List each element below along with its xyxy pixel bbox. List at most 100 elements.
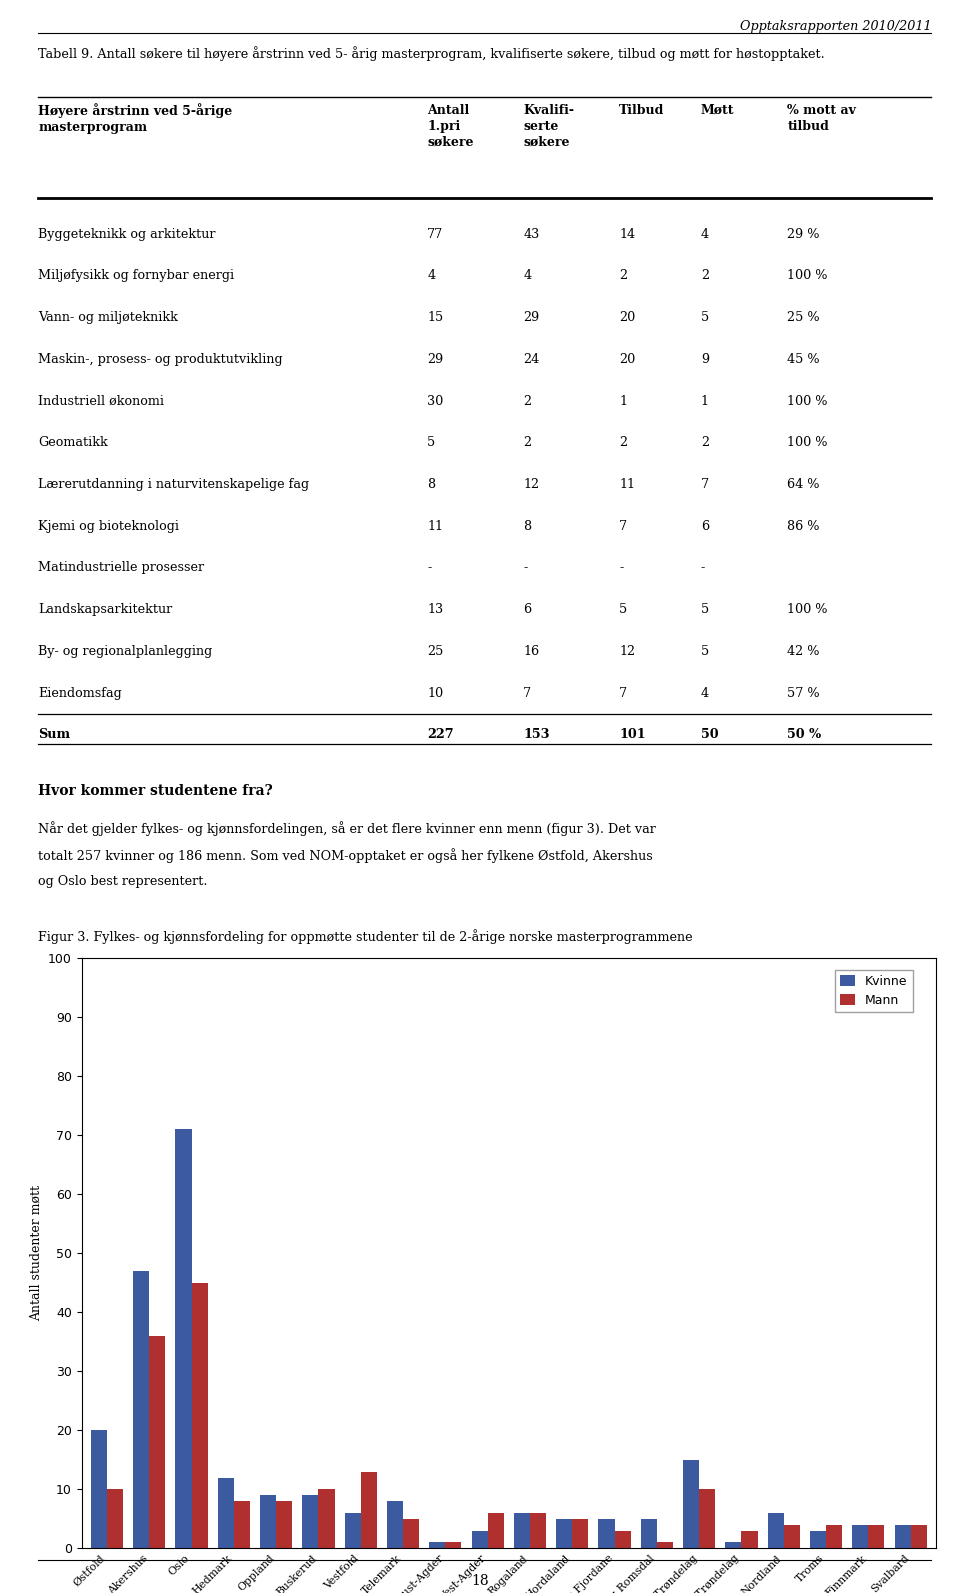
Bar bbox=[192, 1282, 207, 1548]
Text: 2: 2 bbox=[619, 436, 627, 449]
Bar bbox=[768, 1513, 783, 1548]
Bar bbox=[319, 1489, 334, 1548]
Text: 15: 15 bbox=[427, 311, 444, 323]
Text: % mott av
tilbud: % mott av tilbud bbox=[787, 104, 856, 132]
Bar bbox=[826, 1525, 842, 1548]
Text: 24: 24 bbox=[523, 352, 540, 366]
Text: 30: 30 bbox=[427, 395, 444, 408]
Text: 20: 20 bbox=[619, 352, 636, 366]
Text: Eiendomsfag: Eiendomsfag bbox=[38, 687, 122, 699]
Text: Hvor kommer studentene fra?: Hvor kommer studentene fra? bbox=[38, 784, 274, 798]
Text: 7: 7 bbox=[523, 687, 531, 699]
Text: 2: 2 bbox=[523, 436, 531, 449]
Text: Geomatikk: Geomatikk bbox=[38, 436, 108, 449]
Bar bbox=[572, 1518, 588, 1548]
Text: Vann- og miljøteknikk: Vann- og miljøteknikk bbox=[38, 311, 179, 323]
Text: Når det gjelder fylkes- og kjønnsfordelingen, så er det flere kvinner enn menn (: Når det gjelder fylkes- og kjønnsfordeli… bbox=[38, 820, 657, 836]
Text: 5: 5 bbox=[427, 436, 436, 449]
Text: -: - bbox=[701, 561, 705, 575]
Text: 100 %: 100 % bbox=[787, 436, 828, 449]
Text: 4: 4 bbox=[427, 269, 435, 282]
Text: Kjemi og bioteknologi: Kjemi og bioteknologi bbox=[38, 519, 180, 532]
Text: 14: 14 bbox=[619, 228, 636, 241]
Bar bbox=[471, 1531, 488, 1548]
Bar bbox=[699, 1489, 715, 1548]
Text: By- og regionalplanlegging: By- og regionalplanlegging bbox=[38, 645, 213, 658]
Bar bbox=[387, 1501, 403, 1548]
Text: Byggeteknikk og arkitektur: Byggeteknikk og arkitektur bbox=[38, 228, 216, 241]
Bar bbox=[657, 1542, 673, 1548]
Text: -: - bbox=[619, 561, 623, 575]
Bar bbox=[514, 1513, 530, 1548]
Text: Matindustrielle prosesser: Matindustrielle prosesser bbox=[38, 561, 204, 575]
Bar bbox=[895, 1525, 911, 1548]
Text: 11: 11 bbox=[619, 478, 636, 491]
Text: 10: 10 bbox=[427, 687, 444, 699]
Text: Tilbud: Tilbud bbox=[619, 104, 664, 116]
Bar bbox=[429, 1542, 445, 1548]
Text: 45 %: 45 % bbox=[787, 352, 820, 366]
Text: 5: 5 bbox=[701, 604, 709, 616]
Text: Sum: Sum bbox=[38, 728, 70, 741]
Text: 12: 12 bbox=[619, 645, 636, 658]
Bar bbox=[869, 1525, 884, 1548]
Text: 29: 29 bbox=[523, 311, 540, 323]
Text: Antall
1.pri
søkere: Antall 1.pri søkere bbox=[427, 104, 473, 148]
Text: 29 %: 29 % bbox=[787, 228, 820, 241]
Text: 7: 7 bbox=[619, 687, 627, 699]
Text: 4: 4 bbox=[701, 687, 708, 699]
Legend: Kvinne, Mann: Kvinne, Mann bbox=[835, 970, 913, 1012]
Text: 13: 13 bbox=[427, 604, 444, 616]
Text: 50 %: 50 % bbox=[787, 728, 822, 741]
Bar bbox=[488, 1513, 504, 1548]
Text: 86 %: 86 % bbox=[787, 519, 820, 532]
Text: 2: 2 bbox=[523, 395, 531, 408]
Text: 29: 29 bbox=[427, 352, 444, 366]
Text: Opptaksrapporten 2010/2011: Opptaksrapporten 2010/2011 bbox=[739, 19, 931, 33]
Bar bbox=[614, 1531, 631, 1548]
Text: totalt 257 kvinner og 186 menn. Som ved NOM-opptaket er også her fylkene Østfold: totalt 257 kvinner og 186 menn. Som ved … bbox=[38, 847, 653, 863]
Text: 42 %: 42 % bbox=[787, 645, 820, 658]
Y-axis label: Antall studenter møtt: Antall studenter møtt bbox=[30, 1185, 42, 1321]
Bar bbox=[345, 1513, 361, 1548]
Text: 2: 2 bbox=[701, 269, 708, 282]
Bar bbox=[741, 1531, 757, 1548]
Text: 5: 5 bbox=[701, 645, 709, 658]
Text: Landskapsarkitektur: Landskapsarkitektur bbox=[38, 604, 173, 616]
Text: Høyere årstrinn ved 5-årige
masterprogram: Høyere årstrinn ved 5-årige masterprogra… bbox=[38, 104, 232, 134]
Bar bbox=[530, 1513, 546, 1548]
Bar bbox=[640, 1518, 657, 1548]
Text: Figur 3. Fylkes- og kjønnsfordeling for oppmøtte studenter til de 2-årige norske: Figur 3. Fylkes- og kjønnsfordeling for … bbox=[38, 929, 693, 945]
Bar bbox=[445, 1542, 462, 1548]
Text: 100 %: 100 % bbox=[787, 269, 828, 282]
Text: 57 %: 57 % bbox=[787, 687, 820, 699]
Text: 12: 12 bbox=[523, 478, 540, 491]
Text: 77: 77 bbox=[427, 228, 444, 241]
Bar bbox=[556, 1518, 572, 1548]
Bar bbox=[783, 1525, 800, 1548]
Text: Kvalifi-
serte
søkere: Kvalifi- serte søkere bbox=[523, 104, 574, 148]
Bar bbox=[234, 1501, 250, 1548]
Text: Industriell økonomi: Industriell økonomi bbox=[38, 395, 164, 408]
Bar bbox=[91, 1431, 107, 1548]
Text: 1: 1 bbox=[619, 395, 627, 408]
Bar bbox=[133, 1271, 149, 1548]
Text: 5: 5 bbox=[619, 604, 628, 616]
Text: 20: 20 bbox=[619, 311, 636, 323]
Text: 101: 101 bbox=[619, 728, 646, 741]
Text: 43: 43 bbox=[523, 228, 540, 241]
Text: 2: 2 bbox=[619, 269, 627, 282]
Text: 8: 8 bbox=[427, 478, 435, 491]
Text: 4: 4 bbox=[523, 269, 531, 282]
Text: 100 %: 100 % bbox=[787, 604, 828, 616]
Bar bbox=[810, 1531, 826, 1548]
Bar bbox=[107, 1489, 123, 1548]
Bar bbox=[276, 1501, 292, 1548]
Text: 153: 153 bbox=[523, 728, 550, 741]
Text: 4: 4 bbox=[701, 228, 708, 241]
Text: 64 %: 64 % bbox=[787, 478, 820, 491]
Bar bbox=[361, 1472, 377, 1548]
Bar bbox=[726, 1542, 741, 1548]
Text: 16: 16 bbox=[523, 645, 540, 658]
Text: og Oslo best representert.: og Oslo best representert. bbox=[38, 875, 208, 887]
